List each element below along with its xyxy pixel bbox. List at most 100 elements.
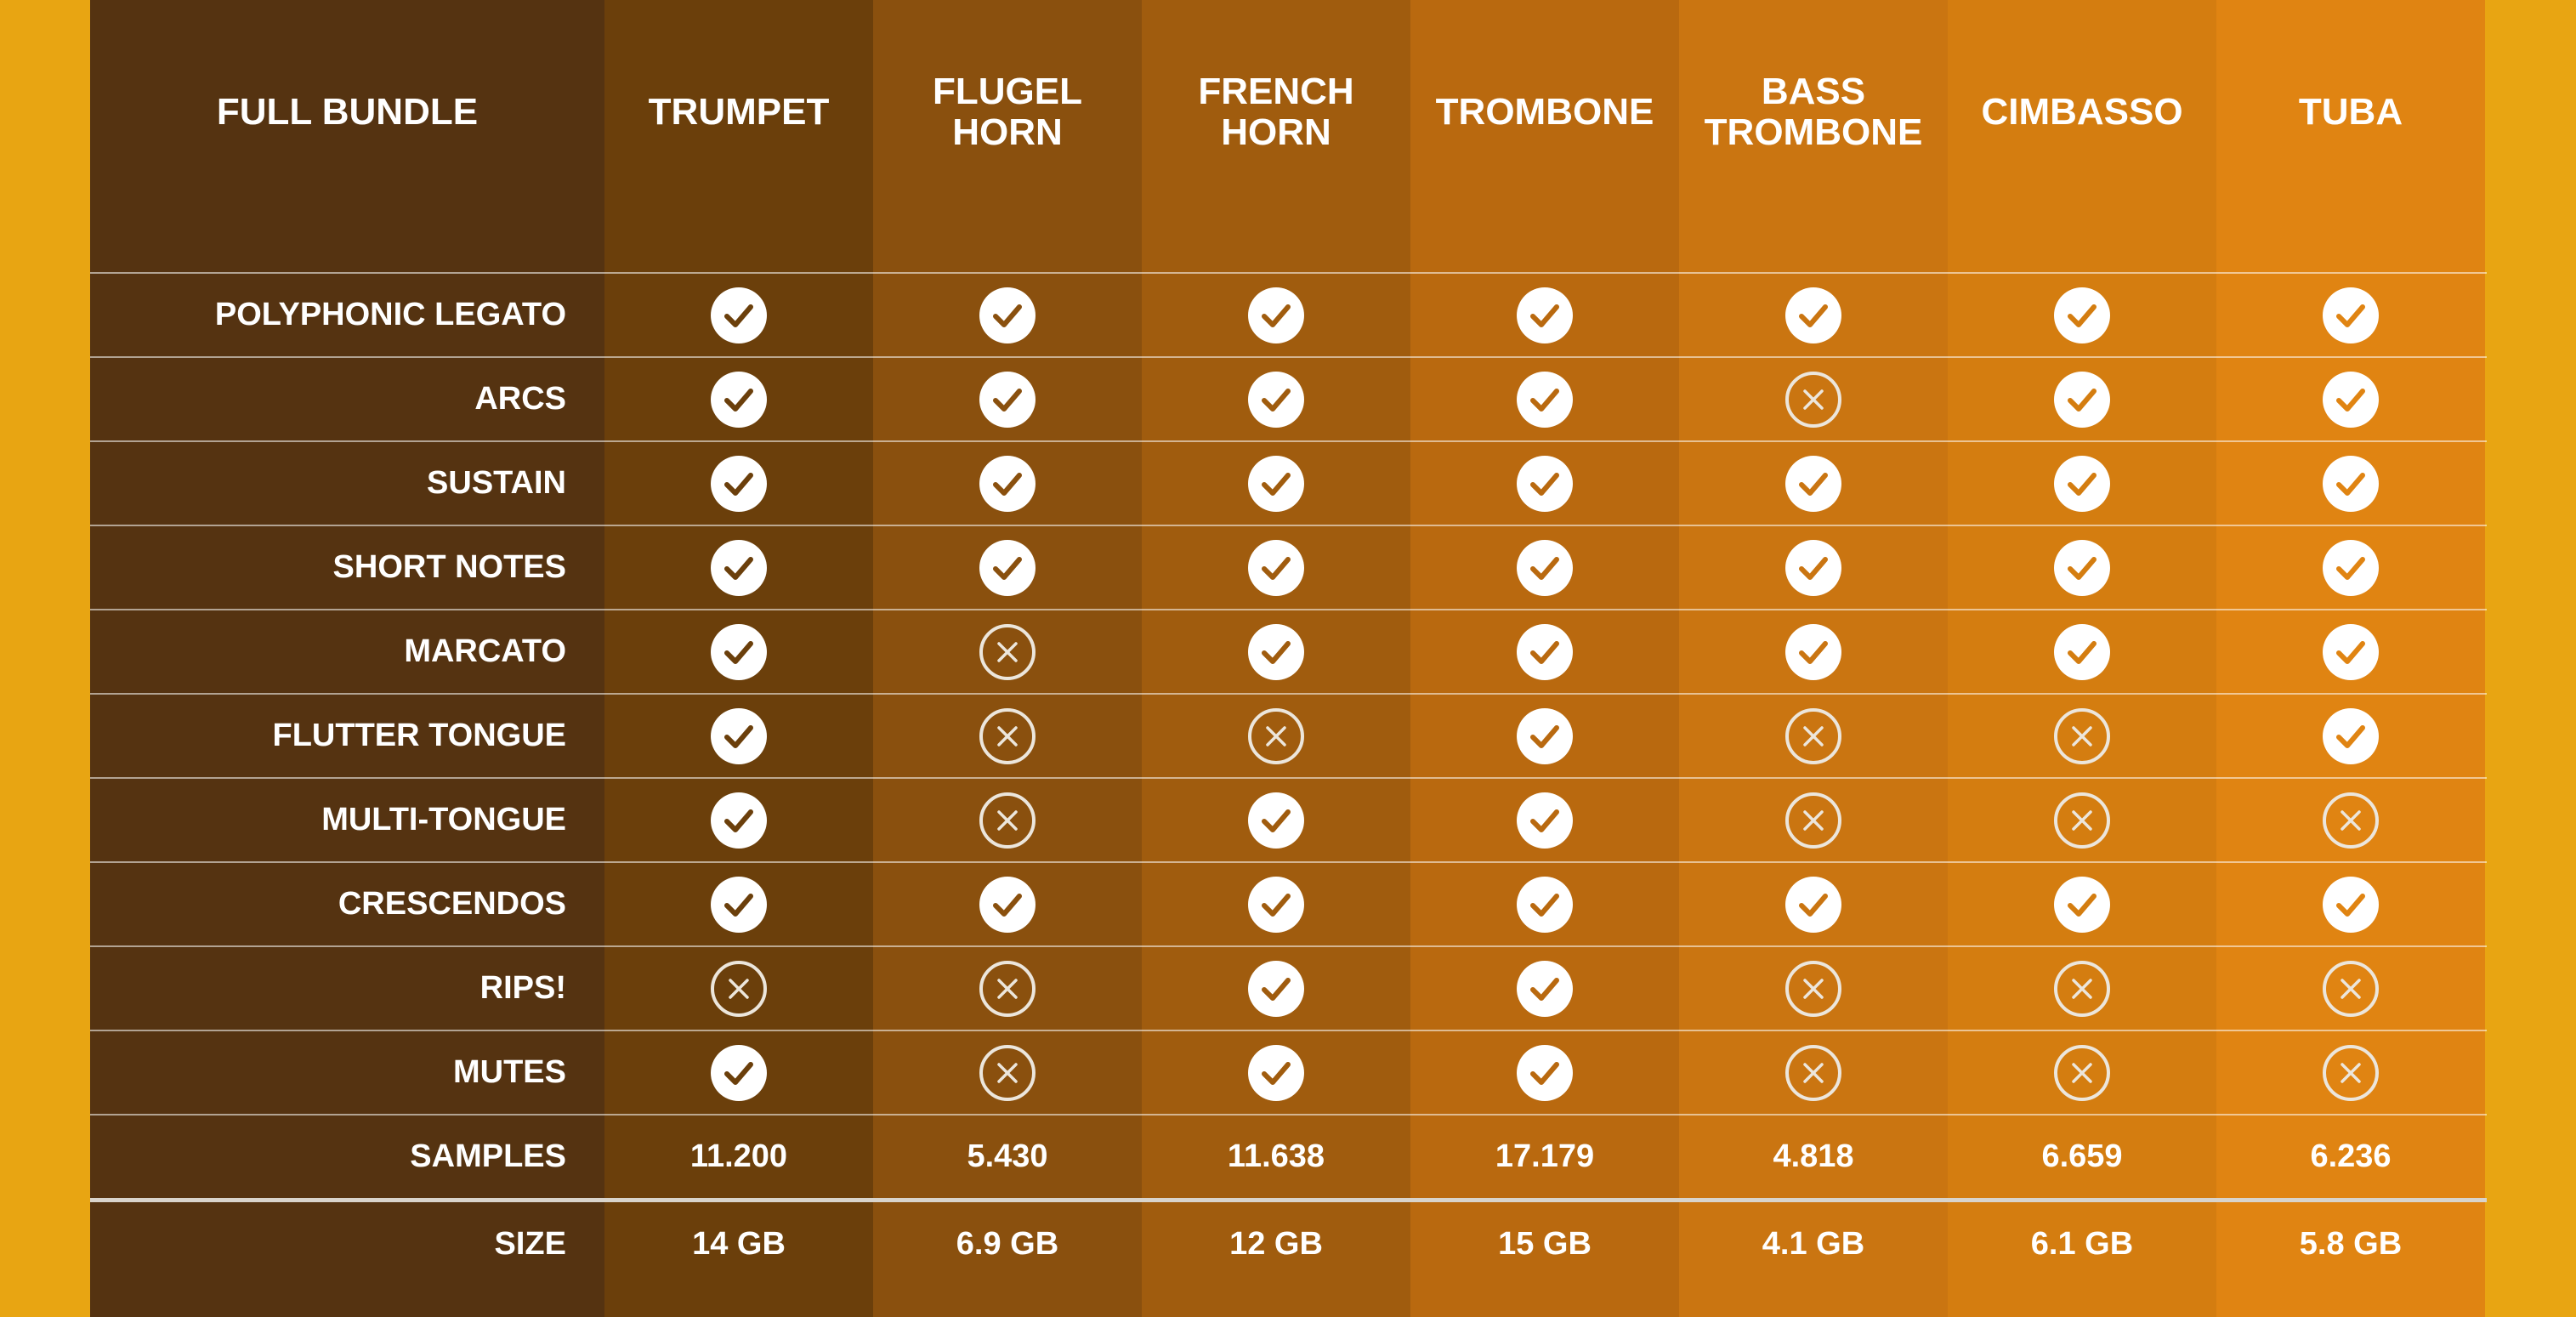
row-label: SIZE <box>494 1226 566 1262</box>
check-circle-icon <box>873 525 1142 610</box>
check-circle-icon <box>604 441 873 525</box>
check-circle-icon <box>1142 610 1410 694</box>
row-label: FLUTTER TONGUE <box>272 718 566 753</box>
size-value: 15 GB <box>1498 1226 1592 1262</box>
check-circle-icon <box>1410 862 1679 946</box>
row-divider <box>90 525 2487 526</box>
check-circle-icon <box>604 1030 873 1115</box>
check-circle-icon <box>604 525 873 610</box>
x-circle-icon <box>1679 778 1948 862</box>
samples-value: 6.236 <box>2310 1138 2392 1174</box>
check-circle-icon <box>1410 1030 1679 1115</box>
size-value: 12 GB <box>1229 1226 1323 1262</box>
check-circle-icon <box>2216 441 2485 525</box>
x-circle-icon <box>1679 946 1948 1030</box>
column-header: TUBA <box>2298 91 2403 133</box>
check-circle-icon <box>1410 778 1679 862</box>
check-circle-icon <box>604 862 873 946</box>
check-circle-icon <box>1142 862 1410 946</box>
samples-value: 4.818 <box>1773 1138 1854 1174</box>
x-circle-icon <box>2216 778 2485 862</box>
column-header: FLUGEL HORN <box>933 71 1082 153</box>
check-circle-icon <box>1142 525 1410 610</box>
row-divider <box>90 440 2487 442</box>
check-circle-icon <box>2216 694 2485 778</box>
column-header: BASS TROMBONE <box>1704 71 1923 153</box>
row-divider <box>90 945 2487 947</box>
x-circle-icon <box>2216 1030 2485 1115</box>
check-circle-icon <box>1142 778 1410 862</box>
check-circle-icon <box>1410 946 1679 1030</box>
check-circle-icon <box>1948 525 2216 610</box>
check-circle-icon <box>1679 862 1948 946</box>
row-divider <box>90 777 2487 779</box>
check-circle-icon <box>1679 441 1948 525</box>
row-label: MUTES <box>453 1054 566 1090</box>
size-value: 4.1 GB <box>1762 1226 1865 1262</box>
row-divider <box>90 1030 2487 1031</box>
samples-value: 11.638 <box>1227 1138 1325 1174</box>
size-value: 6.9 GB <box>956 1226 1059 1262</box>
size-value: 5.8 GB <box>2299 1226 2403 1262</box>
x-circle-icon <box>1948 946 2216 1030</box>
x-circle-icon <box>604 946 873 1030</box>
size-value: 14 GB <box>692 1226 786 1262</box>
row-label: MULTI-TONGUE <box>321 802 566 837</box>
row-divider <box>90 272 2487 274</box>
x-circle-icon <box>1142 694 1410 778</box>
row-label: ARCS <box>474 381 566 417</box>
check-circle-icon <box>1948 357 2216 441</box>
x-circle-icon <box>873 778 1142 862</box>
row-label: SUSTAIN <box>427 465 566 501</box>
samples-value: 17.179 <box>1495 1138 1595 1174</box>
x-circle-icon <box>1679 1030 1948 1115</box>
check-circle-icon <box>604 273 873 357</box>
check-circle-icon <box>604 357 873 441</box>
x-circle-icon <box>873 610 1142 694</box>
check-circle-icon <box>1142 946 1410 1030</box>
check-circle-icon <box>1410 694 1679 778</box>
row-divider <box>90 693 2487 695</box>
check-circle-icon <box>2216 273 2485 357</box>
corner-label: FULL BUNDLE <box>216 91 479 133</box>
check-circle-icon <box>1948 610 2216 694</box>
row-label: RIPS! <box>479 970 566 1006</box>
row-label: CRESCENDOS <box>338 886 566 922</box>
x-circle-icon <box>873 1030 1142 1115</box>
row-divider <box>90 1198 2487 1202</box>
x-circle-icon <box>1679 357 1948 441</box>
check-circle-icon <box>1142 357 1410 441</box>
column-header: CIMBASSO <box>1981 91 2183 133</box>
check-circle-icon <box>873 357 1142 441</box>
column-header: TRUMPET <box>648 91 830 133</box>
check-circle-icon <box>604 778 873 862</box>
check-circle-icon <box>1679 610 1948 694</box>
check-circle-icon <box>873 862 1142 946</box>
row-label: SHORT NOTES <box>332 549 566 585</box>
check-circle-icon <box>1410 441 1679 525</box>
column-header: TROMBONE <box>1435 91 1654 133</box>
check-circle-icon <box>2216 610 2485 694</box>
check-circle-icon <box>1410 273 1679 357</box>
x-circle-icon <box>1948 694 2216 778</box>
check-circle-icon <box>1142 273 1410 357</box>
row-divider <box>90 609 2487 610</box>
check-circle-icon <box>604 610 873 694</box>
row-label: MARCATO <box>404 633 566 669</box>
check-circle-icon <box>1410 525 1679 610</box>
x-circle-icon <box>873 694 1142 778</box>
row-divider <box>90 356 2487 358</box>
check-circle-icon <box>1142 441 1410 525</box>
check-circle-icon <box>1679 273 1948 357</box>
row-divider <box>90 1114 2487 1115</box>
column-header: FRENCH HORN <box>1198 71 1354 153</box>
x-circle-icon <box>1948 1030 2216 1115</box>
check-circle-icon <box>1948 441 2216 525</box>
check-circle-icon <box>1410 610 1679 694</box>
check-circle-icon <box>2216 862 2485 946</box>
samples-value: 5.430 <box>967 1138 1048 1174</box>
row-label: POLYPHONIC LEGATO <box>214 297 566 332</box>
comparison-table: FULL BUNDLE TRUMPET FLUGEL HORN FRENCH HORN… <box>90 0 2487 1317</box>
row-divider <box>90 861 2487 863</box>
row-label: SAMPLES <box>410 1138 566 1174</box>
